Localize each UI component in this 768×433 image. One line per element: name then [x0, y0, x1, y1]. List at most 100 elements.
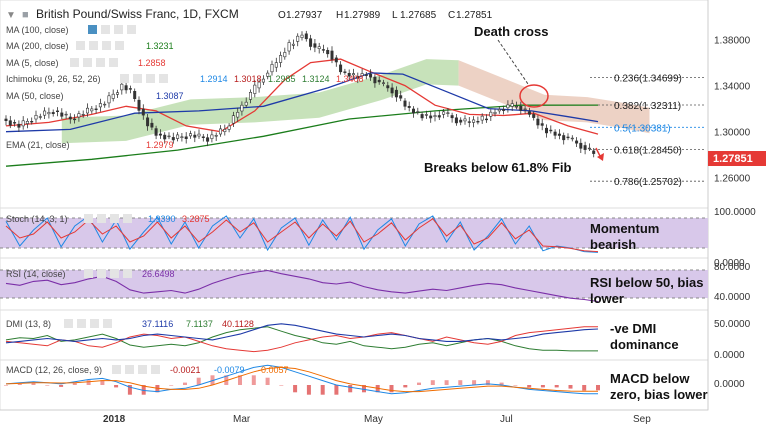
candle-body: [30, 121, 34, 123]
ichimoku-cloud-bearish: [458, 60, 650, 134]
macd-hist-bar: [169, 385, 174, 386]
macd-hist-bar: [362, 385, 366, 393]
candle-body: [407, 106, 411, 108]
death-cross-annotation: Death cross: [474, 24, 548, 39]
macd-hist-bar: [31, 382, 36, 385]
ichimoku-controls[interactable]: [120, 74, 168, 83]
macd-hist-bar: [334, 385, 339, 395]
macd-hist-bar: [513, 385, 518, 386]
dmi-adx-value: 37.1116: [142, 319, 173, 329]
ma100-faded-label: MA (100, close): [6, 25, 69, 35]
candle-body: [429, 115, 433, 119]
candle-body: [171, 137, 175, 141]
rsi-annotation-line2: lower: [590, 291, 624, 306]
ichimoku-span-b: 1.3408: [336, 74, 364, 84]
candle-body: [553, 131, 557, 136]
dmi-annotation-line2: dominance: [610, 337, 679, 352]
ohlc-low: 1.27685: [400, 10, 437, 21]
ma5-controls[interactable]: [70, 58, 118, 67]
candle-body: [420, 114, 424, 119]
macd-value: -0.0079: [214, 365, 245, 375]
candle-body: [480, 115, 484, 121]
candle-body: [394, 89, 398, 98]
candle-body: [476, 121, 480, 123]
dmi-axis-bottom: 0.0000: [714, 350, 745, 361]
candle-body: [416, 111, 420, 113]
candle-body: [116, 92, 120, 95]
candle-body: [60, 112, 64, 117]
candle-body: [8, 120, 12, 126]
stoch-axis-top: 100.0000: [714, 207, 756, 218]
ichimoku-cloud-bullish: [61, 59, 459, 144]
macd-hist-bar: [320, 385, 325, 395]
candle-body: [68, 116, 72, 120]
death-cross-pointer: [497, 39, 529, 85]
macd-hist-bar: [417, 382, 421, 385]
candle-body: [103, 103, 107, 106]
candle-body: [90, 108, 94, 112]
candle-body: [158, 133, 162, 136]
candle-body: [377, 79, 381, 83]
ma50-value: 1.3087: [156, 91, 184, 101]
candle-body: [557, 133, 561, 136]
candle-body: [137, 99, 141, 111]
price-axis: 1.38000 1.34000 1.30000 1.26000: [714, 36, 751, 185]
macd-hist-bar: [4, 385, 8, 386]
candle-body: [334, 57, 338, 63]
stoch-label: Stoch (14, 3, 1): [6, 214, 68, 224]
ema21-label: EMA (21, close): [6, 140, 70, 150]
candle-body: [249, 92, 253, 100]
candle-body: [236, 112, 240, 118]
rsi-value: 26.6498: [142, 269, 175, 279]
x-tick-mar: Mar: [233, 414, 251, 425]
candle-body: [279, 55, 283, 63]
candle-body: [94, 108, 98, 111]
candle-body: [167, 135, 171, 138]
collapse-icon[interactable]: ▼: [6, 10, 16, 21]
rsi-controls[interactable]: [84, 269, 132, 278]
macd-hist-bar: [265, 377, 270, 385]
candle-body: [544, 127, 548, 134]
price-tick: 1.30000: [714, 128, 751, 139]
indicator-controls-faded[interactable]: [88, 25, 136, 34]
macd-hist-bar: [59, 385, 64, 387]
candle-body: [244, 101, 248, 106]
fib-label: 0.618(1.28450): [614, 146, 682, 157]
dmi-panel: [0, 309, 709, 361]
ma5-label: MA (5, close): [6, 58, 59, 68]
ohlc-high-label: H: [336, 10, 343, 21]
macd-hist-bar: [554, 385, 559, 388]
momentum-annotation-line1: Momentum: [590, 221, 659, 236]
fib-levels: 0.236(1.34699) 0.382(1.32311) 0.5(1.30381)…: [590, 74, 706, 188]
candle-body: [128, 88, 132, 90]
candle-body: [17, 123, 21, 128]
macd-hist-bar: [485, 380, 490, 385]
stoch-controls[interactable]: [84, 214, 132, 223]
x-tick-sep: Sep: [633, 414, 651, 425]
candle-body: [373, 76, 377, 84]
dmi-controls[interactable]: [64, 319, 112, 328]
macd-hist-bar: [183, 382, 187, 385]
adx-line: [5, 323, 599, 344]
stoch-k-line: [5, 215, 599, 253]
ohlc-close: 1.27851: [456, 10, 493, 21]
candle-body: [253, 84, 257, 94]
candle-body: [214, 135, 218, 137]
rsi-label: RSI (14, close): [6, 269, 66, 279]
symbol-square-icon: ■: [22, 9, 29, 21]
candle-body: [519, 106, 523, 111]
macd-controls[interactable]: [112, 365, 160, 374]
ma200-label: MA (200, close): [6, 41, 69, 51]
ma200-controls[interactable]: [76, 41, 124, 50]
candle-body: [364, 74, 368, 76]
dmi-minus-line: [5, 326, 598, 353]
candle-body: [549, 129, 553, 132]
candle-body: [523, 108, 527, 111]
candle-body: [141, 108, 145, 116]
ma50-label: MA (50, close): [6, 91, 64, 101]
candle-body: [442, 111, 446, 115]
candle-body: [566, 136, 570, 139]
rsi-axis-top: 80.0000: [714, 262, 751, 273]
ichimoku-chikou: 1.2985: [268, 74, 296, 84]
